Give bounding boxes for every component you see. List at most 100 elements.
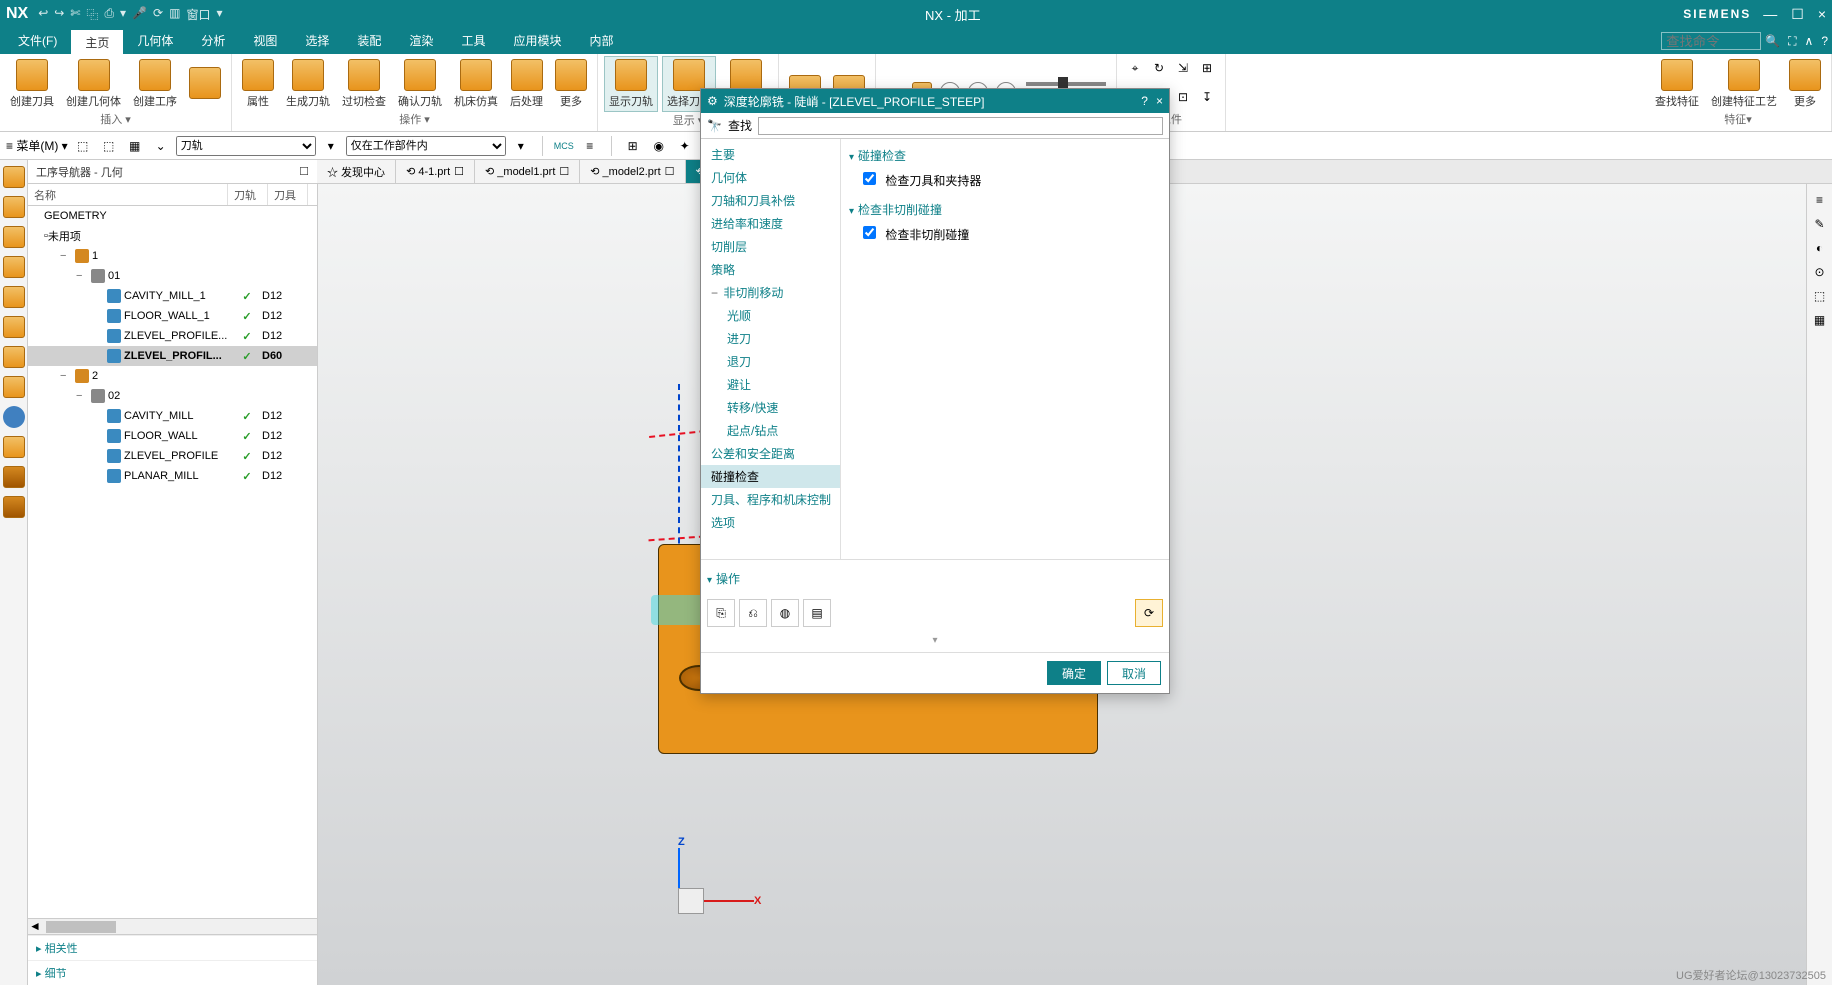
dialog-nav-item[interactable]: 退刀 — [701, 350, 840, 373]
op-nav-icon[interactable] — [3, 466, 25, 488]
menu-tab[interactable]: 选择 — [291, 28, 343, 55]
check-tool-holder-checkbox[interactable] — [863, 172, 876, 185]
dialog-search-input[interactable] — [758, 117, 1163, 135]
ribbon-button[interactable]: 显示刀轨 — [604, 56, 658, 112]
ribbon-button[interactable]: 后处理 — [506, 57, 547, 111]
navigator-icon[interactable] — [3, 166, 25, 188]
selbar-icon[interactable]: ✦ — [674, 135, 696, 157]
selbar-icon[interactable]: ⬚ — [98, 135, 120, 157]
tree-toggle-icon[interactable]: − — [76, 390, 88, 402]
small-btn-icon[interactable]: ⇲ — [1173, 58, 1193, 78]
close-icon[interactable]: × — [1818, 6, 1826, 23]
selbar-icon[interactable]: ▦ — [124, 135, 146, 157]
mcs-icon[interactable]: MCS — [553, 135, 575, 157]
dialog-nav-item[interactable]: 转移/快速 — [701, 396, 840, 419]
section-details[interactable]: ▸ 细节 — [28, 960, 317, 985]
qat-icon[interactable]: ▾ — [216, 6, 222, 23]
ribbon-button[interactable]: 过切检查 — [338, 57, 390, 111]
ribbon-button[interactable]: 创建刀具 — [6, 57, 58, 111]
ribbon-button[interactable]: 创建工序 — [129, 57, 181, 111]
section-dependency[interactable]: ▸ 相关性 — [28, 935, 317, 960]
dialog-nav-item[interactable]: 进刀 — [701, 327, 840, 350]
dialog-nav-item[interactable]: 策略 — [701, 258, 840, 281]
fullscreen-icon[interactable]: ⛶ — [1788, 34, 1796, 49]
dialog-nav-item[interactable]: 刀具、程序和机床控制 — [701, 488, 840, 511]
dialog-close-icon[interactable]: × — [1156, 94, 1163, 108]
section-noncut-collision[interactable]: 检查非切削碰撞 — [849, 197, 1161, 222]
menu-tab[interactable]: 装配 — [343, 28, 395, 55]
dialog-nav-item[interactable]: 碰撞检查 — [701, 465, 840, 488]
col-name[interactable]: 名称 — [28, 184, 228, 205]
menu-tab[interactable]: 文件(F) — [4, 28, 71, 55]
check-noncut-checkbox[interactable] — [863, 226, 876, 239]
right-tool-icon[interactable]: ◐ — [1816, 241, 1823, 255]
dialog-nav-item[interactable]: 刀轴和刀具补偿 — [701, 189, 840, 212]
filter-type-select[interactable]: 刀轨 — [176, 136, 316, 156]
small-btn-icon[interactable]: ⌖ — [1125, 59, 1145, 79]
nav-h-scrollbar[interactable]: ◄ — [28, 918, 317, 934]
menu-tab[interactable]: 应用模块 — [499, 28, 575, 55]
menu-tab[interactable]: 视图 — [239, 28, 291, 55]
tab-close-icon[interactable]: ☐ — [559, 165, 569, 178]
tree-row[interactable]: −2 — [28, 366, 317, 386]
dialog-nav-item[interactable]: 公差和安全距离 — [701, 442, 840, 465]
qat-icon[interactable]: ▾ — [120, 6, 126, 23]
menu-tab[interactable]: 内部 — [575, 28, 627, 55]
reuse-icon[interactable] — [3, 286, 25, 308]
tree-row[interactable]: ZLEVEL_PROFILE✓D12 — [28, 446, 317, 466]
dialog-nav-item[interactable]: − 非切削移动 — [701, 281, 840, 304]
dialog-nav-item[interactable]: 避让 — [701, 373, 840, 396]
ribbon-button[interactable]: 属性 — [238, 57, 278, 111]
more-button[interactable]: 更多 — [1785, 57, 1825, 111]
col-path[interactable]: 刀轨 — [228, 184, 268, 205]
right-tool-icon[interactable]: ⊙ — [1814, 265, 1824, 279]
browser-icon[interactable] — [3, 346, 25, 368]
tree-toggle-icon[interactable]: − — [76, 270, 88, 282]
action-generate-icon[interactable]: ⎘ — [707, 599, 735, 627]
create-feature-button[interactable]: 创建特征工艺 — [1707, 57, 1781, 111]
restore-icon[interactable]: ☐ — [1791, 6, 1804, 23]
ribbon-button[interactable]: 确认刀轨 — [394, 57, 446, 111]
dialog-nav-item[interactable]: 主要 — [701, 143, 840, 166]
assy-nav-icon[interactable] — [3, 226, 25, 248]
tree-row[interactable]: CAVITY_MILL_1✓D12 — [28, 286, 317, 306]
tab-close-icon[interactable]: ☐ — [665, 165, 675, 178]
help-icon[interactable]: ? — [1821, 34, 1828, 49]
view-triad[interactable]: Z X — [678, 834, 761, 914]
dialog-nav-item[interactable]: 切削层 — [701, 235, 840, 258]
menu-tab[interactable]: 主页 — [71, 28, 123, 55]
tab-close-icon[interactable]: ☐ — [454, 165, 464, 178]
right-tool-icon[interactable]: ▦ — [1814, 313, 1825, 327]
small-btn-icon[interactable]: ⊡ — [1173, 87, 1193, 107]
tree-row[interactable]: CAVITY_MILL✓D12 — [28, 406, 317, 426]
tree-root[interactable]: GEOMETRY — [28, 206, 317, 226]
menu-tab[interactable]: 渲染 — [395, 28, 447, 55]
cloud-icon[interactable] — [3, 406, 25, 428]
qat-icon[interactable]: ⎙ — [104, 6, 114, 23]
selbar-icon[interactable]: ⬚ — [72, 135, 94, 157]
action-highlighted-icon[interactable]: ⟳ — [1135, 599, 1163, 627]
ribbon-button[interactable]: 创建几何体 — [62, 57, 125, 111]
selbar-icon[interactable]: ▾ — [510, 135, 532, 157]
small-btn-icon[interactable]: ⊞ — [1197, 58, 1217, 78]
document-tab[interactable]: ⟲ _model2.prt ☐ — [580, 160, 685, 183]
menu-tab[interactable]: 工具 — [447, 28, 499, 55]
qat-icon[interactable]: ⟳ — [153, 6, 163, 23]
collapse-ribbon-icon[interactable]: ∧ — [1805, 34, 1814, 49]
qat-window-combo[interactable]: 窗口 — [186, 6, 210, 23]
roles-icon[interactable] — [3, 436, 25, 458]
selbar-icon[interactable]: ⊞ — [622, 135, 644, 157]
tree-row[interactable]: −01 — [28, 266, 317, 286]
selbar-icon[interactable]: ⌄ — [150, 135, 172, 157]
ribbon-button[interactable]: 更多 — [551, 57, 591, 111]
cancel-button[interactable]: 取消 — [1107, 661, 1161, 685]
ribbon-button[interactable]: 生成刀轨 — [282, 57, 334, 111]
tree-row[interactable]: −02 — [28, 386, 317, 406]
constraint-icon[interactable] — [3, 256, 25, 278]
dialog-nav-item[interactable]: 进给率和速度 — [701, 212, 840, 235]
menu-tab[interactable]: 分析 — [187, 28, 239, 55]
actions-label[interactable]: 操作 — [707, 566, 1163, 591]
ok-button[interactable]: 确定 — [1047, 661, 1101, 685]
ribbon-button[interactable] — [185, 65, 225, 103]
tree-row-selected[interactable]: ZLEVEL_PROFIL...✓D60 — [28, 346, 317, 366]
